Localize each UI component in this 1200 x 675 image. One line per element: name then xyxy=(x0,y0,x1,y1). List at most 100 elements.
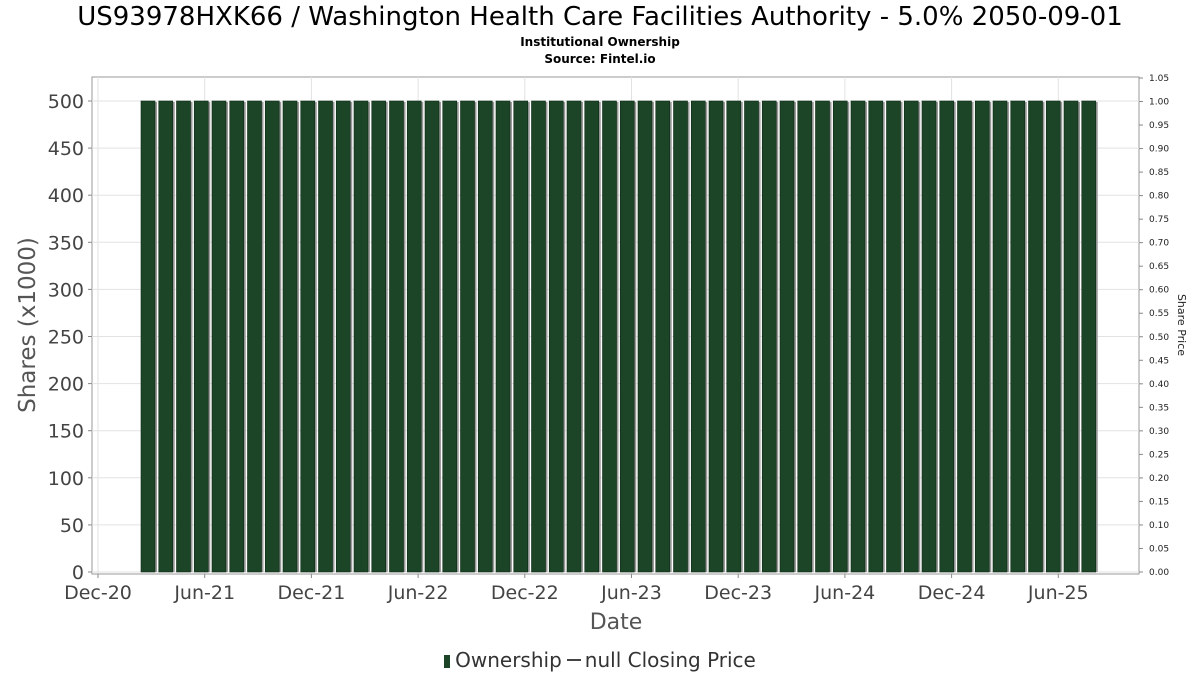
ownership-bar xyxy=(318,100,333,573)
ownership-bar xyxy=(389,100,404,573)
ownership-bar xyxy=(619,100,635,573)
y2-tick-label: 0.20 xyxy=(1149,474,1169,484)
y2-tick-label: 0.90 xyxy=(1149,145,1169,155)
y2-tick-label: 0.70 xyxy=(1149,239,1169,249)
ownership-bar xyxy=(992,100,1008,573)
y2-tick-label: 0.30 xyxy=(1149,427,1169,437)
ownership-bar xyxy=(939,100,955,573)
ownership-bar xyxy=(335,100,351,573)
ownership-bar xyxy=(744,100,759,573)
y2-tick-label: 0.75 xyxy=(1149,215,1169,225)
x-tick-label: Dec-24 xyxy=(918,582,986,604)
ownership-bar xyxy=(211,100,227,573)
x-tick-label: Jun-23 xyxy=(600,582,662,604)
y2-tick-label: 0.05 xyxy=(1149,544,1169,554)
ownership-bar xyxy=(495,100,511,573)
y2-tick-label: 0.85 xyxy=(1149,168,1169,178)
y2-tick-label: 0.40 xyxy=(1149,380,1169,390)
y2-tick-label: 0.25 xyxy=(1149,450,1169,460)
y-tick-label: 450 xyxy=(48,138,84,160)
ownership-bar xyxy=(868,100,884,573)
x-tick-label: Dec-21 xyxy=(277,582,345,604)
y2-tick-label: 0.00 xyxy=(1149,568,1169,578)
x-tick-label: Dec-20 xyxy=(64,582,132,604)
y2-tick-label: 1.05 xyxy=(1149,74,1169,84)
ownership-bar xyxy=(140,100,156,573)
x-tick-label: Jun-24 xyxy=(814,582,876,604)
ownership-bar xyxy=(406,100,422,573)
ownership-bar xyxy=(584,100,600,573)
ownership-bar xyxy=(903,100,919,573)
ownership-bar xyxy=(158,100,174,573)
ownership-bar xyxy=(1063,100,1079,573)
legend-closing-price: null Closing Price xyxy=(584,648,756,672)
y2-tick-label: 0.10 xyxy=(1149,521,1169,531)
ownership-bar xyxy=(1081,100,1097,573)
y-tick-label: 400 xyxy=(48,185,84,207)
ownership-bar xyxy=(282,100,298,573)
ownership-bar xyxy=(460,100,475,573)
chart-title: US93978HXK66 / Washington Health Care Fa… xyxy=(77,2,1123,32)
ownership-bar xyxy=(247,100,262,573)
ownership-bar xyxy=(850,100,866,573)
ownership-bar xyxy=(797,100,813,573)
ownership-bar xyxy=(176,100,191,573)
ownership-bar xyxy=(637,100,653,573)
axes-group: 0 50 100 150 200 250 300 350 400 450 500 0.00 0.05 0.… xyxy=(48,74,1170,604)
y2-tick-label: 0.15 xyxy=(1149,497,1169,507)
ownership-bar xyxy=(655,100,671,573)
ownership-bar xyxy=(566,100,582,573)
chart-subtitle: Institutional Ownership xyxy=(520,35,680,49)
y-axis-label: Shares (x1000) xyxy=(15,237,41,413)
ownership-bar xyxy=(1010,100,1026,573)
y2-tick-label: 0.45 xyxy=(1149,356,1169,366)
ownership-bar xyxy=(442,100,458,573)
y-tick-label: 350 xyxy=(48,232,84,254)
y-tick-label: 150 xyxy=(48,421,84,443)
ownership-bar xyxy=(779,100,795,573)
ownership-bar xyxy=(371,100,387,573)
ownership-bar xyxy=(229,100,245,573)
ownership-bar xyxy=(531,100,546,573)
ownership-bar xyxy=(690,100,706,573)
ownership-bar xyxy=(957,100,972,573)
ownership-bar xyxy=(815,100,830,573)
ownership-bar xyxy=(300,100,316,573)
ownership-bar xyxy=(886,100,901,573)
y2-tick-label: 0.80 xyxy=(1149,192,1169,202)
ownership-bar xyxy=(602,100,617,573)
ownership-bar xyxy=(673,100,688,573)
y2-tick-label: 1.00 xyxy=(1149,98,1169,108)
ownership-bar xyxy=(193,100,209,573)
y-tick-label: 0 xyxy=(72,562,84,584)
y-tick-label: 200 xyxy=(48,374,84,396)
ownership-bar xyxy=(264,100,280,573)
y2-tick-label: 0.65 xyxy=(1149,262,1169,272)
x-axis-label: Date xyxy=(590,610,643,635)
y-tick-label: 50 xyxy=(60,515,84,537)
chart-source: Source: Fintel.io xyxy=(544,52,656,66)
ownership-bar xyxy=(974,100,990,573)
ownership-bar xyxy=(1045,100,1061,573)
y2-tick-label: 0.55 xyxy=(1149,309,1169,319)
y-tick-label: 500 xyxy=(48,91,84,113)
closing-price-legend-swatch xyxy=(566,659,581,661)
ownership-bar xyxy=(1028,100,1043,573)
y2-axis-label: Share Price xyxy=(1175,294,1188,356)
x-tick-label: Dec-22 xyxy=(491,582,559,604)
ownership-bar xyxy=(726,100,742,573)
ownership-bar xyxy=(921,100,937,573)
y2-tick-label: 0.35 xyxy=(1149,403,1169,413)
ownership-legend-swatch xyxy=(444,655,451,668)
ownership-bar xyxy=(353,100,369,573)
ownership-bar xyxy=(832,100,848,573)
ownership-bar xyxy=(761,100,777,573)
y2-tick-label: 0.50 xyxy=(1149,333,1169,343)
x-tick-label: Jun-22 xyxy=(387,582,449,604)
y2-tick-label: 0.95 xyxy=(1149,121,1169,131)
x-tick-label: Jun-25 xyxy=(1027,582,1089,604)
ownership-bar xyxy=(477,100,493,573)
y-tick-label: 300 xyxy=(48,279,84,301)
ownership-bar xyxy=(513,100,529,573)
